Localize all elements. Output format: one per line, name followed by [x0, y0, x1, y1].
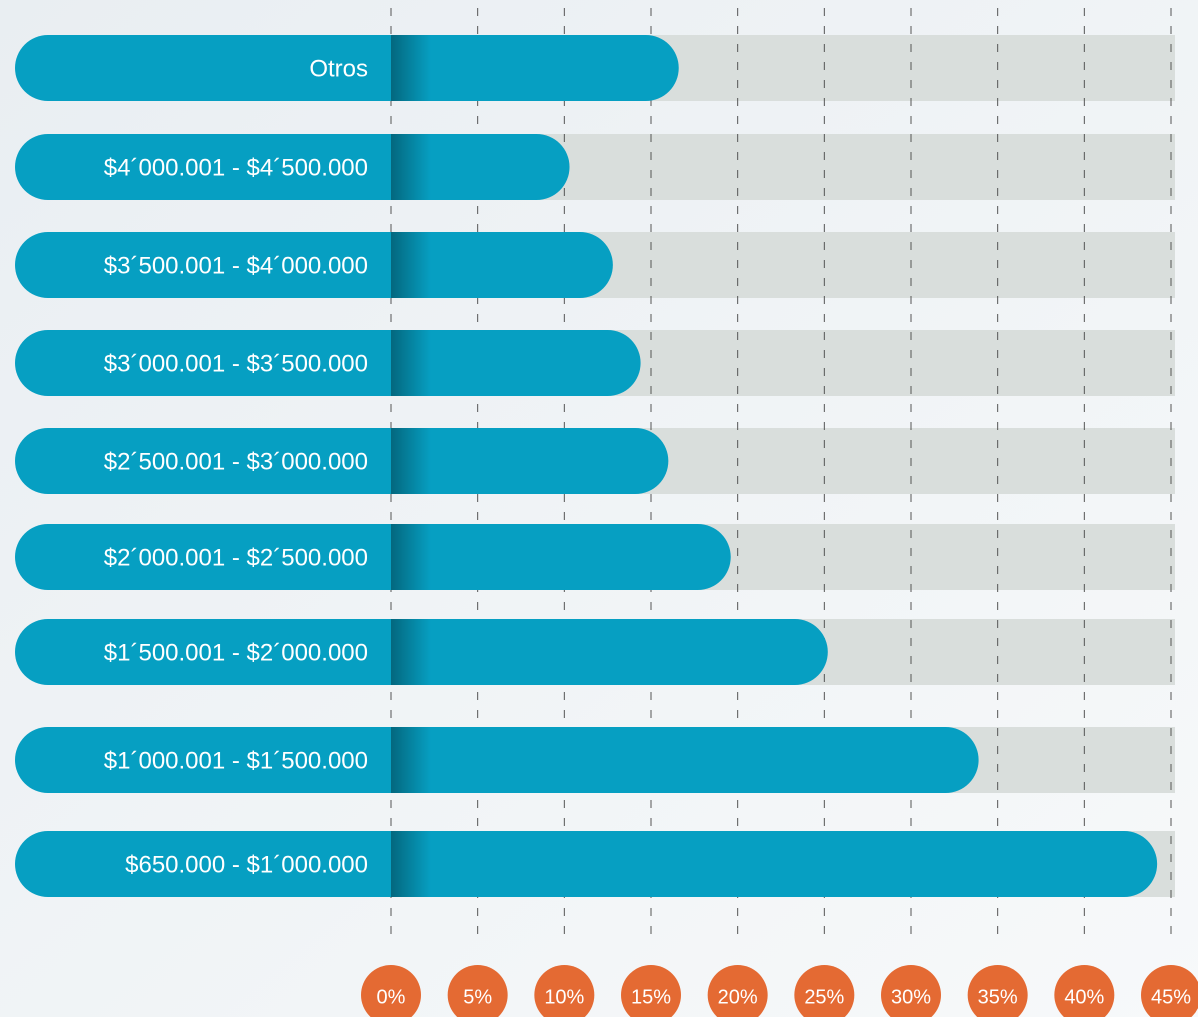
label-pill — [15, 134, 431, 200]
category-label: Otros — [309, 55, 368, 82]
label-pill — [15, 831, 431, 897]
tick-badge — [621, 965, 681, 1017]
bar-shade — [391, 134, 431, 200]
category-label: $3´500.001 - $4´000.000 — [104, 252, 368, 279]
tick-badge — [1141, 965, 1198, 1017]
bar-shade — [391, 619, 431, 685]
bar — [391, 831, 1158, 897]
x-tick-label: 25% — [804, 986, 844, 1008]
bar — [391, 727, 979, 793]
tick-badge — [534, 965, 595, 1017]
x-tick-label: 5% — [463, 986, 492, 1008]
label-pill — [15, 727, 431, 793]
bar-shade — [391, 831, 431, 897]
label-pill — [15, 619, 431, 685]
bar-shade — [391, 35, 431, 101]
category-label: $1´000.001 - $1´500.000 — [104, 747, 368, 774]
category-label: $2´500.001 - $3´000.000 — [104, 448, 368, 475]
x-tick-label: 10% — [544, 986, 584, 1008]
x-tick-label: 15% — [631, 986, 671, 1008]
bar — [391, 35, 679, 101]
category-label: $1´500.001 - $2´000.000 — [104, 639, 368, 666]
category-label: $3´000.001 - $3´500.000 — [104, 350, 368, 377]
x-tick-label: 35% — [978, 986, 1018, 1008]
bar-shade — [391, 428, 431, 494]
bar — [391, 428, 669, 494]
label-pill — [15, 428, 431, 494]
bar — [391, 524, 731, 590]
bar-shade — [391, 524, 431, 590]
x-tick-label: 30% — [891, 986, 931, 1008]
tick-badge — [1054, 965, 1115, 1017]
label-pill — [15, 35, 431, 101]
tick-badge — [447, 965, 508, 1017]
bar — [391, 330, 641, 396]
category-label: $650.000 - $1´000.000 — [125, 851, 368, 878]
x-tick-label: 0% — [377, 986, 406, 1008]
tick-badge — [881, 965, 941, 1017]
x-tick-label: 45% — [1151, 986, 1191, 1008]
bar-shade — [391, 330, 431, 396]
tick-badge — [361, 965, 421, 1017]
bar-shade — [391, 232, 431, 298]
label-pill — [15, 232, 431, 298]
category-label: $4´000.001 - $4´500.000 — [104, 154, 368, 181]
x-tick-label: 40% — [1064, 986, 1104, 1008]
category-label: $2´000.001 - $2´500.000 — [104, 544, 368, 571]
x-tick-label: 20% — [718, 986, 758, 1008]
bar — [391, 232, 613, 298]
label-pill — [15, 330, 431, 396]
bar — [391, 134, 570, 200]
tick-badge — [794, 965, 855, 1017]
bar — [391, 619, 828, 685]
tick-badge — [707, 965, 768, 1017]
tick-badge — [967, 965, 1028, 1017]
label-pill — [15, 524, 431, 590]
bar-shade — [391, 727, 431, 793]
